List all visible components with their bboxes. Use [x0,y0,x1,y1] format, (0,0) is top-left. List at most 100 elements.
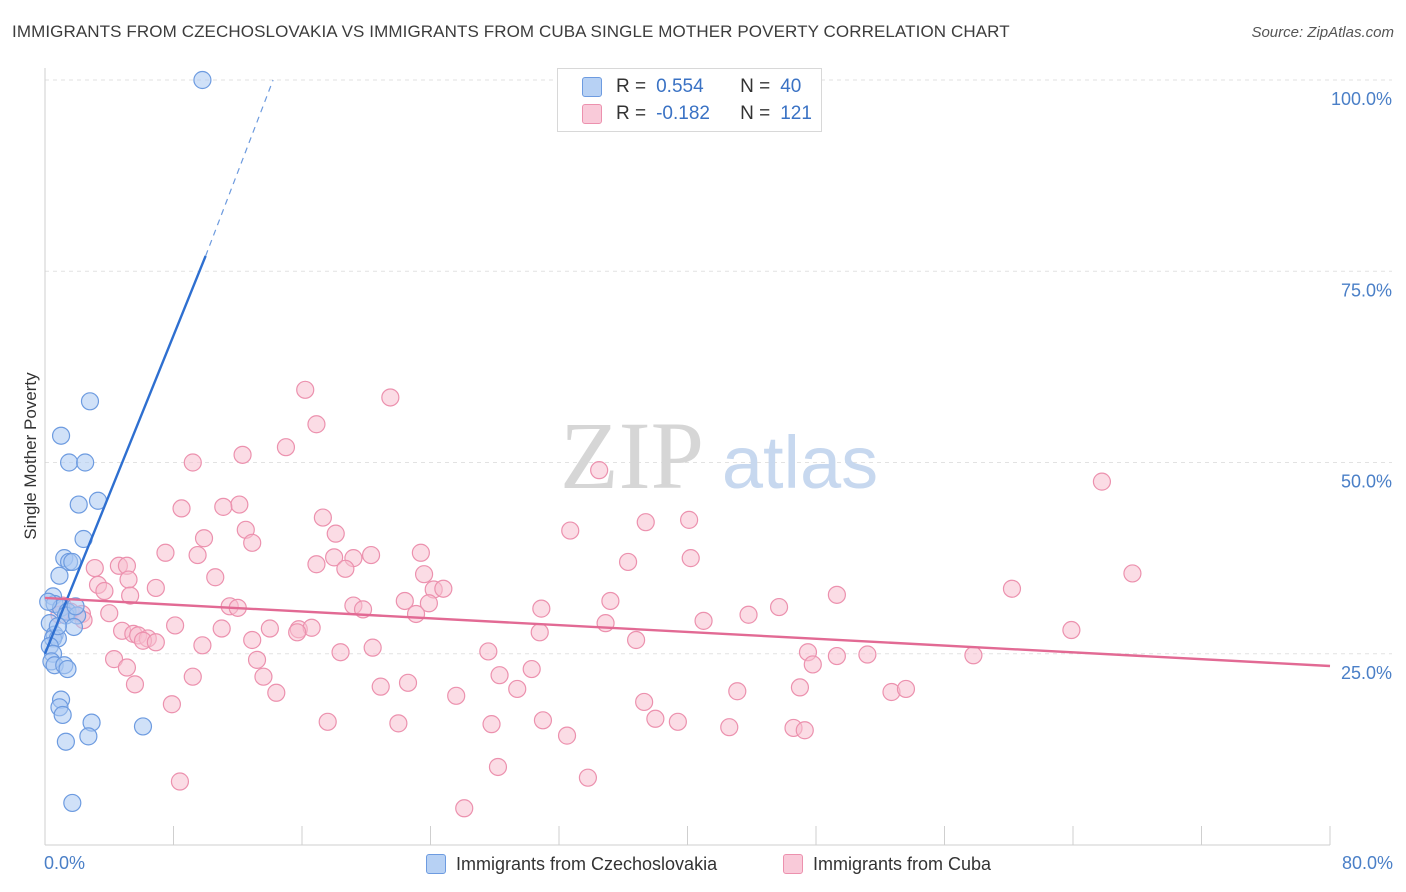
watermark-atlas: atlas [722,421,878,504]
data-point [230,495,249,514]
data-point [117,658,137,677]
x-tick-label: 0.0% [44,853,85,873]
legend-r-value: 0.554 [656,76,704,97]
data-point [156,543,175,562]
data-point [769,597,789,617]
data-point [296,380,315,399]
czechoslovakia-series [39,70,212,813]
trend-line-cuba [44,596,1331,668]
legend-swatch-pink [582,104,602,124]
data-point [371,677,390,696]
data-point [318,712,337,731]
data-point [100,604,119,623]
data-point [530,623,549,642]
x-tick-label: 80.0% [1342,853,1393,873]
legend-r-label: R = [616,76,647,97]
data-point [166,616,185,635]
legend-row-czechoslovakia: R = 0.554 N = 40 [582,74,801,100]
data-point [490,666,509,685]
watermark: ZIP atlas [560,402,878,509]
data-point [183,667,202,686]
data-point [803,655,822,674]
data-point [336,559,355,578]
data-point [104,650,124,669]
data-point [313,508,332,527]
data-point [63,552,82,572]
data-point [532,599,551,618]
data-point [69,495,88,514]
data-point [827,646,846,666]
data-point [58,659,77,679]
data-point [447,686,466,705]
data-point [95,581,114,601]
data-point [398,673,418,692]
data-point [172,499,191,518]
axes [44,68,1331,846]
data-point [533,711,553,730]
data-point [626,630,646,650]
data-point [50,566,69,585]
data-point [739,605,758,624]
data-point [668,712,687,731]
tick-labels: 25.0% 50.0% 75.0% 100.0% 0.0% 80.0% [44,89,1393,873]
data-point [307,415,326,434]
bottom-swatch-pink [783,854,803,874]
y-tick-label: 100.0% [1331,89,1392,109]
data-point [85,558,104,578]
data-point [188,545,207,565]
data-point [482,715,501,734]
data-point [635,692,654,712]
data-point [276,438,296,457]
data-point [162,695,181,714]
data-point [194,529,214,548]
data-point [63,793,82,813]
data-point [964,646,983,665]
data-point [395,591,414,611]
data-point [76,453,95,472]
bottom-legend-czechoslovakia: Immigrants from Czechoslovakia [426,851,717,877]
data-point [193,70,212,90]
data-point [325,548,344,567]
data-point [1092,472,1112,491]
data-point [389,714,408,733]
data-point [728,682,747,701]
data-point [590,461,609,480]
data-point [455,799,474,818]
bottom-legend-label: Immigrants from Cuba [813,853,992,874]
data-point [419,594,438,613]
bottom-legend-cuba: Immigrants from Cuba [783,851,991,877]
data-point [233,445,252,464]
data-point [80,392,100,411]
data-point [170,772,190,791]
bottom-swatch-blue [426,854,446,874]
data-point [79,727,98,746]
data-point [51,426,71,445]
grid-lines [45,79,1392,655]
data-point [146,633,165,652]
data-point [508,679,527,699]
data-point [243,630,262,650]
data-point [681,549,700,568]
data-point [254,667,273,686]
data-point [146,578,165,598]
data-point [795,721,814,740]
data-point [561,521,580,540]
data-point [479,642,498,661]
data-point [578,768,598,787]
data-point [1123,564,1142,583]
data-point [827,585,846,604]
y-tick-label: 50.0% [1341,472,1392,492]
data-point [133,717,153,736]
trend-line-czechoslovakia-extension [205,79,274,257]
data-point [1002,579,1022,598]
data-point [858,645,877,664]
data-point [59,453,79,472]
data-point [331,643,350,662]
chart-title: IMMIGRANTS FROM CZECHOSLOVAKIA VS IMMIGR… [12,22,1010,41]
legend-row-cuba: R = -0.182 N = 121 [582,101,812,127]
data-point [381,388,400,407]
legend-n-value: 121 [780,103,812,124]
data-point [267,683,286,702]
data-point [720,718,739,737]
